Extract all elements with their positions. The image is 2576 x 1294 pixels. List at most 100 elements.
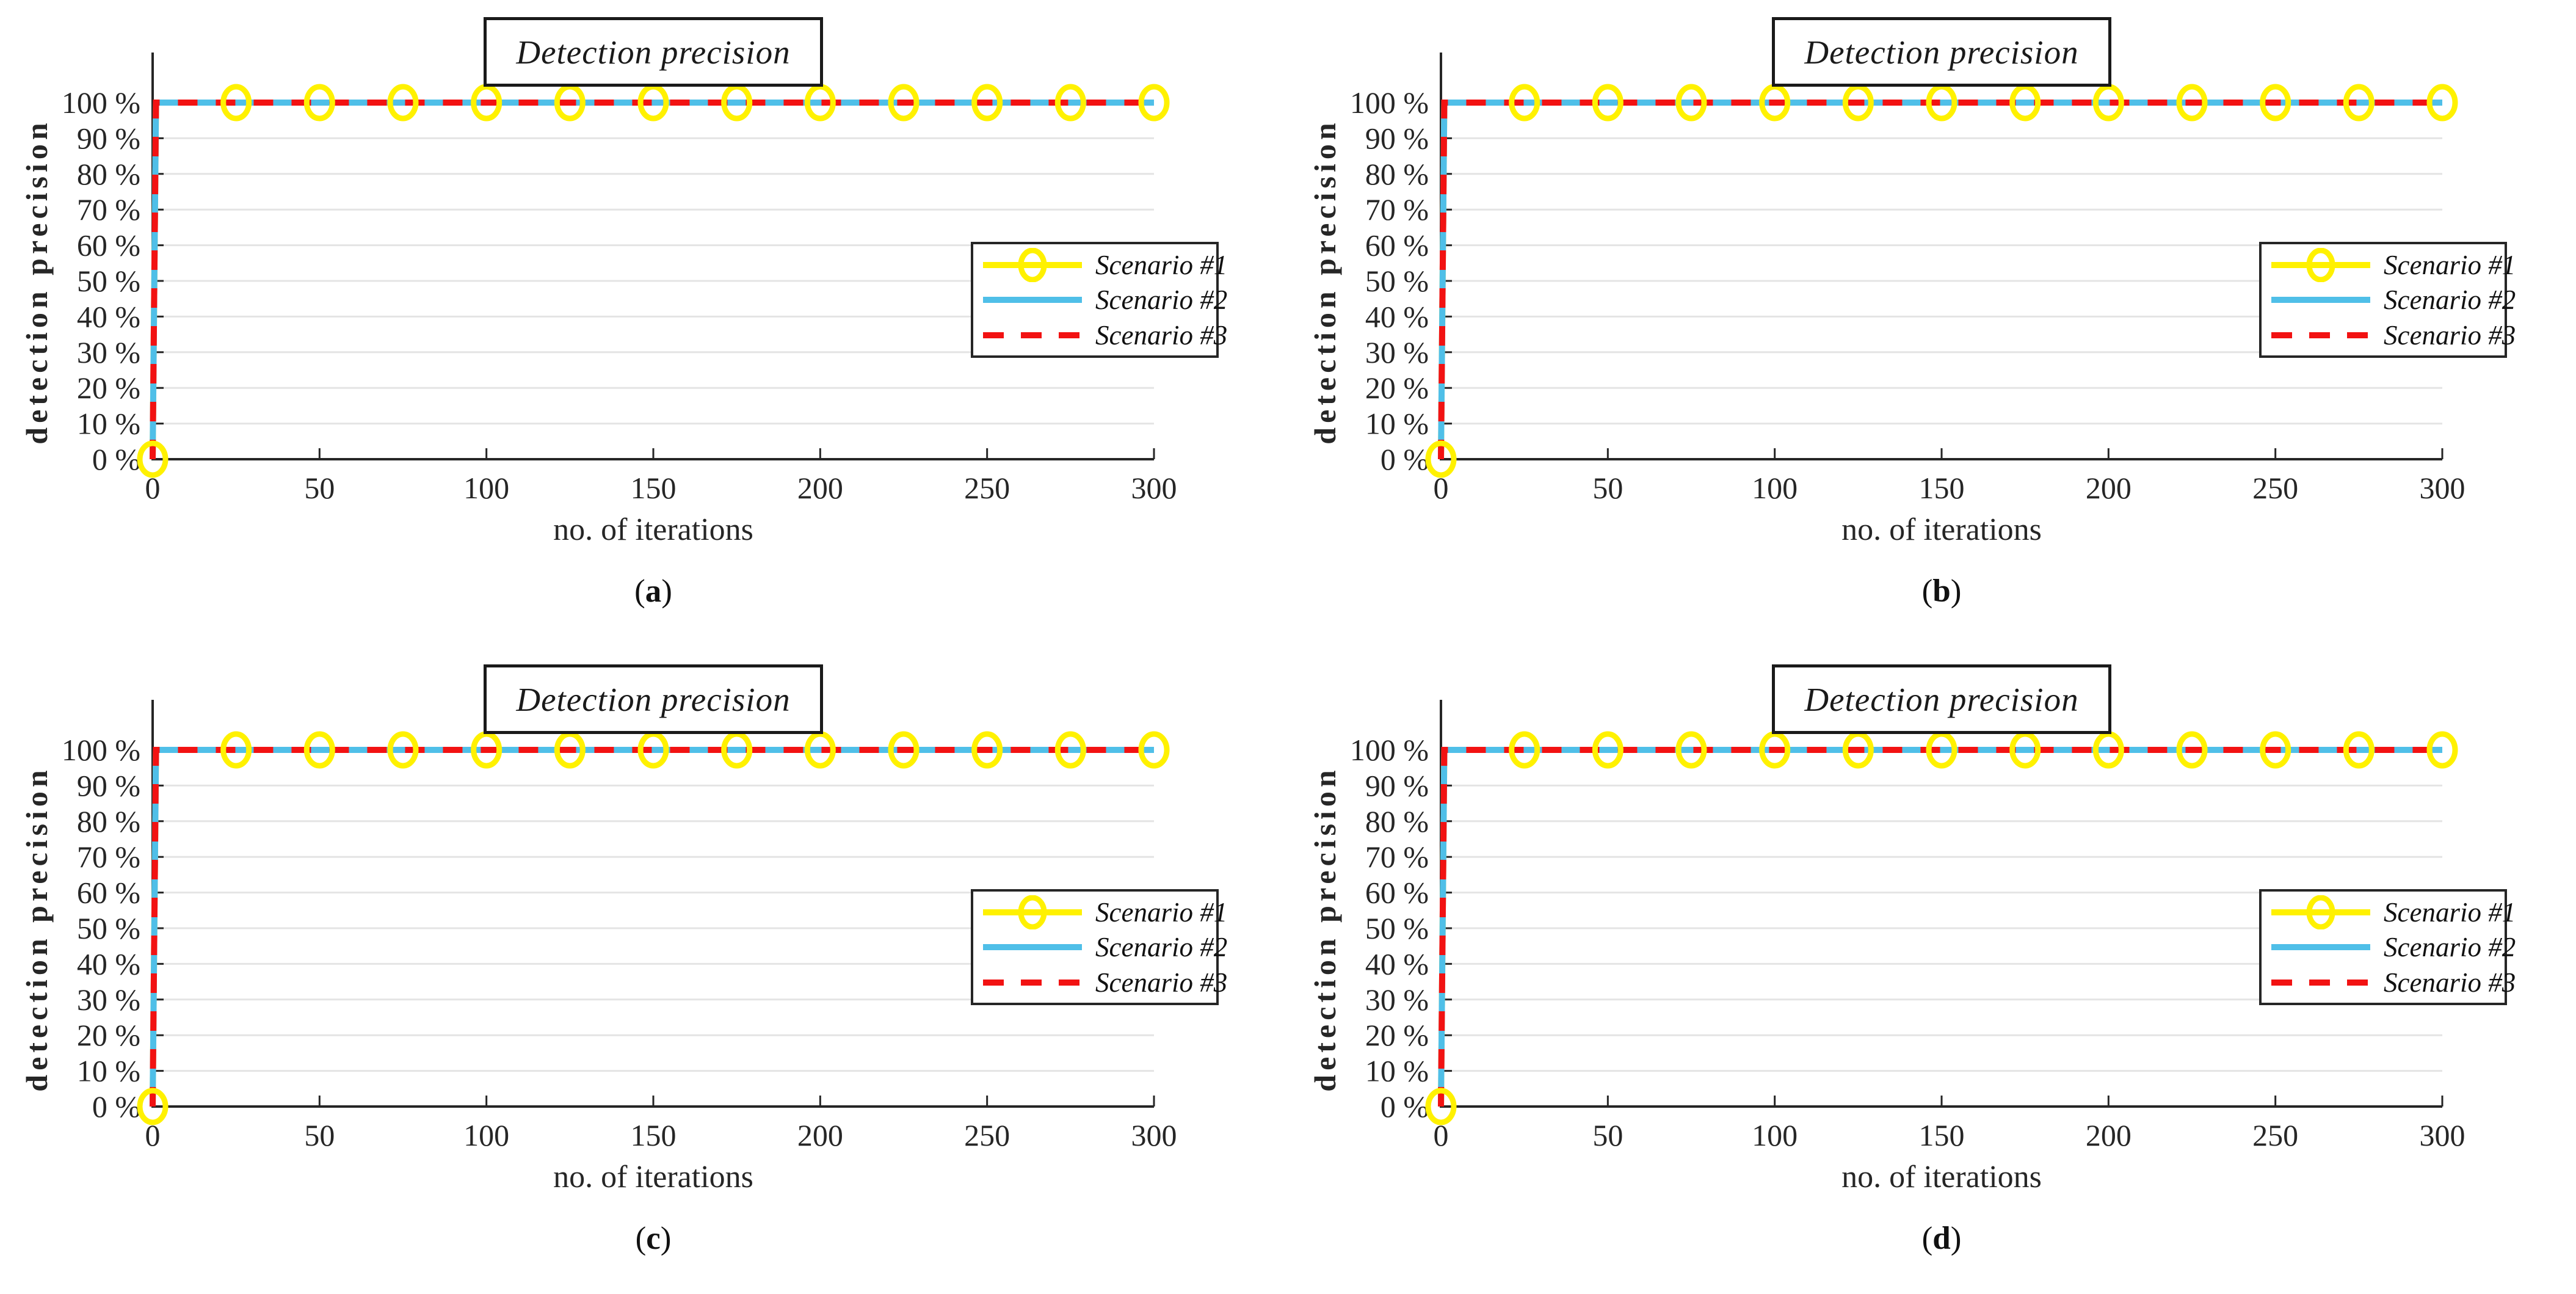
legend-sample-scenario-3 xyxy=(983,979,1082,986)
panel-label-letter: c xyxy=(646,1221,661,1256)
marker-open-circle xyxy=(721,731,753,769)
legend-sample-scenario-1 xyxy=(983,247,1082,282)
legend-sample-scenario-3 xyxy=(983,332,1082,338)
x-tick-label: 50 xyxy=(304,471,335,505)
x-tick-label: 150 xyxy=(631,471,677,505)
x-axis-title: no. of iterations xyxy=(553,512,753,547)
legend-label-scenario-1: Scenario #1 xyxy=(1095,896,1228,928)
tick-labels: 0 %10 %20 %30 %40 %50 %60 %70 %80 %90 %1… xyxy=(1350,733,2465,1152)
marker-open-circle xyxy=(1138,731,1170,769)
legend-sample-scenario-2 xyxy=(983,944,1082,950)
series-line-scenario-3 xyxy=(1438,100,2442,460)
panel-label-close-paren: ) xyxy=(1950,1221,1962,1256)
marker-open-circle xyxy=(2092,731,2124,769)
legend-sample-scenario-3 xyxy=(2271,979,2370,986)
y-tick-label: 80 % xyxy=(1365,804,1429,838)
tick-marks xyxy=(1441,749,2444,1107)
chart-title: Detection precision xyxy=(516,33,791,71)
marker-open-circle xyxy=(804,84,836,122)
marker-open-circle xyxy=(1054,731,1086,769)
series-line-scenario-3 xyxy=(150,100,1154,460)
series-markers xyxy=(1425,731,2458,1125)
y-tick-label: 100 % xyxy=(62,733,140,767)
marker-open-circle xyxy=(2343,731,2375,769)
x-tick-label: 250 xyxy=(2252,1118,2298,1152)
x-tick-label: 200 xyxy=(797,1118,843,1152)
marker-open-circle xyxy=(637,84,669,122)
panel-label: (c) xyxy=(592,1220,714,1257)
x-axis-title: no. of iterations xyxy=(1841,1160,2042,1194)
y-tick-label: 80 % xyxy=(77,157,140,191)
legend-label-scenario-1: Scenario #1 xyxy=(1095,249,1228,280)
chart-title: Detection precision xyxy=(1804,33,2079,71)
marker-open-circle xyxy=(1926,84,1957,122)
tick-labels: 0 %10 %20 %30 %40 %50 %60 %70 %80 %90 %1… xyxy=(1350,85,2465,505)
legend-circle-marker-icon xyxy=(2306,895,2335,929)
marker-open-circle xyxy=(1759,84,1791,122)
legend-row-scenario-3: Scenario #3 xyxy=(2262,318,2516,352)
series-lines xyxy=(1438,100,2442,460)
x-tick-label: 50 xyxy=(304,1118,335,1152)
marker-open-circle xyxy=(2343,84,2375,122)
panel-label-open-paren: ( xyxy=(635,1221,647,1256)
legend-sample-scenario-2 xyxy=(2271,944,2370,950)
legend-sample-scenario-2 xyxy=(2271,297,2370,303)
y-tick-label: 100 % xyxy=(1350,85,1429,120)
plot-svg: 0 %10 %20 %30 %40 %50 %60 %70 %80 %90 %1… xyxy=(62,53,1177,505)
x-axis-title: no. of iterations xyxy=(1841,512,2042,547)
y-tick-label: 80 % xyxy=(1365,157,1429,191)
y-tick-label: 30 % xyxy=(77,335,140,369)
x-tick-label: 150 xyxy=(631,1118,677,1152)
tick-labels: 0 %10 %20 %30 %40 %50 %60 %70 %80 %90 %1… xyxy=(62,733,1177,1152)
panel-label-letter: b xyxy=(1932,573,1951,609)
y-tick-label: 30 % xyxy=(1365,335,1429,369)
y-tick-label: 90 % xyxy=(1365,768,1429,802)
tick-labels: 0 %10 %20 %30 %40 %50 %60 %70 %80 %90 %1… xyxy=(62,85,1177,505)
y-tick-label: 30 % xyxy=(1365,983,1429,1017)
legend-label-scenario-2: Scenario #2 xyxy=(1095,932,1228,962)
y-tick-label: 10 % xyxy=(1365,1054,1429,1088)
marker-open-circle xyxy=(303,84,335,122)
y-tick-label: 70 % xyxy=(1365,192,1429,227)
panel-label-open-paren: ( xyxy=(634,573,645,609)
legend-label-scenario-3: Scenario #3 xyxy=(2384,967,2516,998)
panel-label-open-paren: ( xyxy=(1921,573,1933,609)
y-tick-label: 0 % xyxy=(92,442,140,476)
panel-label-letter: a xyxy=(645,573,662,609)
y-tick-label: 50 % xyxy=(77,911,140,945)
legend-row-scenario-3: Scenario #3 xyxy=(973,965,1227,1000)
marker-open-circle xyxy=(2260,84,2291,122)
x-tick-label: 100 xyxy=(1752,471,1798,505)
marker-open-circle xyxy=(1054,84,1086,122)
marker-open-circle xyxy=(2426,84,2458,122)
marker-open-circle xyxy=(1425,440,1457,478)
legend-row-scenario-2: Scenario #2 xyxy=(973,930,1227,964)
y-tick-label: 10 % xyxy=(1365,407,1429,441)
series-lines xyxy=(150,747,1154,1107)
y-tick-label: 90 % xyxy=(1365,121,1429,155)
x-tick-label: 200 xyxy=(2086,471,2132,505)
marker-open-circle xyxy=(2426,731,2458,769)
series-markers xyxy=(137,84,1170,478)
marker-open-circle xyxy=(303,731,335,769)
panel-label: (b) xyxy=(1881,573,2003,609)
x-tick-label: 300 xyxy=(1131,471,1177,505)
marker-open-circle xyxy=(2009,731,2041,769)
detection-precision-panel: 0 % 10 % 20 % 30 % 40 % 50 % 60 % 70 % 80 % 90 % 1… xyxy=(0,0,1288,647)
legend-box: Scenario #1 Scenario #2 Scenario #3 xyxy=(971,242,1227,358)
legend-label-scenario-1: Scenario #1 xyxy=(2384,896,2516,928)
marker-open-circle xyxy=(1509,731,1540,769)
y-tick-label: 10 % xyxy=(77,407,140,441)
legend-circle-marker-icon xyxy=(2306,247,2335,282)
y-tick-label: 40 % xyxy=(77,947,140,981)
y-tick-label: 40 % xyxy=(1365,947,1429,981)
y-tick-label: 20 % xyxy=(77,371,140,405)
x-tick-label: 100 xyxy=(463,471,509,505)
x-tick-label: 50 xyxy=(1592,471,1623,505)
marker-open-circle xyxy=(137,440,169,478)
marker-open-circle xyxy=(1842,731,1874,769)
x-tick-label: 250 xyxy=(964,1118,1010,1152)
chart-title-box: Detection precision xyxy=(484,664,823,734)
detection-precision-panel: 0 % 10 % 20 % 30 % 40 % 50 % 60 % 70 % 80 % 90 % 1… xyxy=(1288,0,2576,647)
